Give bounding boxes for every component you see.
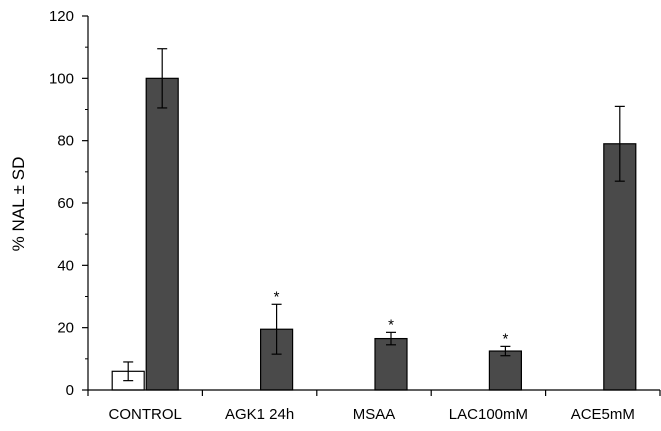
bar [374, 337, 408, 391]
y-tick-label: 100 [49, 70, 74, 87]
significance-mark: * [388, 316, 394, 333]
x-tick-label: CONTROL [109, 406, 182, 423]
x-ticks-layer: CONTROL AGK1 24h MSAA LAC100mM ACE5mM [87, 390, 661, 423]
bar [145, 77, 179, 391]
x-tick-label: MSAA [353, 406, 396, 423]
y-tick-label: 40 [57, 257, 74, 274]
y-tick-label: 80 [57, 133, 74, 150]
x-tick-label: ACE5mM [571, 406, 635, 423]
y-tick-label: 0 [66, 382, 74, 399]
significance-mark: * [502, 330, 508, 347]
x-tick-label: AGK1 24h [225, 406, 294, 423]
error-bars-layer [123, 48, 625, 382]
y-ticks-layer: 0 20 40 60 80 100 120 [49, 8, 88, 399]
plot-area: * * * 0 20 40 60 80 100 120 CONTROL AGK1 24h MSAA L… [49, 8, 661, 423]
bar [488, 350, 522, 391]
y-tick-label: 60 [57, 195, 74, 212]
y-axis-title: % NAL ± SD [9, 157, 28, 252]
bars-layer [111, 77, 637, 391]
significance-mark: * [274, 288, 280, 305]
significance-layer: * * * [274, 288, 509, 347]
y-tick-label: 20 [57, 320, 74, 337]
x-tick-label: LAC100mM [449, 406, 528, 423]
y-tick-label: 120 [49, 8, 74, 25]
